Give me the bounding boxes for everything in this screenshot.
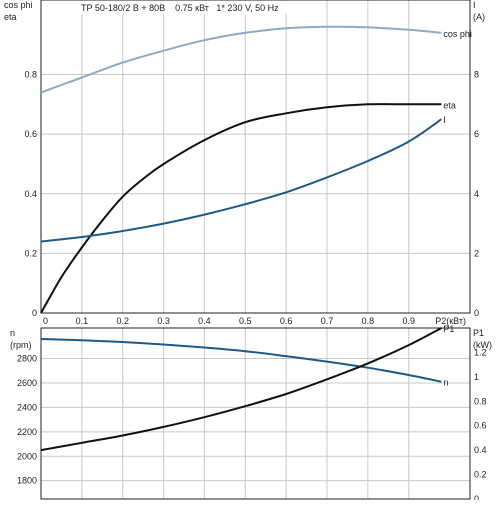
top-left-tick-label: 0.2 (24, 248, 37, 258)
top-right-tick-label: 0 (474, 308, 479, 318)
top-series-cos-phi-label: cos phi (443, 29, 472, 39)
bottom-left-tick-label: 2600 (17, 378, 37, 388)
top-left-tick-label: 0.4 (24, 189, 37, 199)
bottom-left-tick-label: 2400 (17, 402, 37, 412)
bottom-series-p1-line (40, 327, 442, 452)
top-right-tick-label: 4 (474, 189, 479, 199)
x-axis-title: P2(кВт) (435, 316, 466, 326)
bottom-series-n-label: n (443, 378, 448, 388)
bottom-left-tick-label: 2800 (17, 354, 37, 364)
top-series-i-line (40, 118, 442, 243)
top-left-tick-label: 0.8 (24, 70, 37, 80)
bottom-right-tick-label: 0.4 (474, 445, 487, 455)
bottom-frame (40, 327, 471, 500)
top-left-tick-label: 0.6 (24, 129, 37, 139)
bottom-right-tick-label: 0.2 (474, 470, 487, 480)
top-series-eta-line (40, 103, 442, 314)
chart-title: TP 50-180/2 B + 80B 0.75 кВт 1* 230 V, 5… (81, 3, 279, 13)
top-series-cos-phi-line (40, 25, 442, 94)
top-right-tick-label: 8 (474, 70, 479, 80)
x-tick-label: 0.6 (280, 316, 293, 326)
top-left-axis-title: eta (4, 12, 17, 22)
top-left-axis-title: cos phi (4, 0, 33, 10)
bottom-right-tick-label: 1.2 (474, 347, 487, 357)
top-series-eta-label: eta (443, 100, 456, 110)
bottom-right-axis-title: P1 (473, 328, 484, 338)
bottom-series-p1-label: P1 (443, 324, 454, 334)
bottom-right-tick-label: 0.8 (474, 396, 487, 406)
bottom-right-axis-title: (kW) (473, 340, 492, 350)
x-tick-label: 0.9 (402, 316, 415, 326)
lower-chart: 1800 2000 2200 2400 2600 2800 0 0.2 0.4 0.6 0.8 1 1.… (10, 324, 492, 504)
top-right-axis-title: I (473, 0, 476, 10)
bottom-right-tick-label: 0.6 (474, 421, 487, 431)
x-tick-label: 0.1 (76, 316, 89, 326)
x-tick-label: 0.4 (198, 316, 211, 326)
top-right-tick-label: 6 (474, 129, 479, 139)
x-tick-label: 0.7 (321, 316, 334, 326)
bottom-left-tick-label: 2000 (17, 451, 37, 461)
bottom-series-n-line (40, 338, 442, 383)
bottom-right-tick-label: 0 (474, 494, 479, 500)
bottom-left-axis-title: (rpm) (10, 340, 32, 350)
bottom-left-tick-label: 2200 (17, 427, 37, 437)
x-tick-label: 0.8 (362, 316, 375, 326)
bottom-grid (41, 328, 470, 499)
bottom-left-axis-title: n (10, 328, 15, 338)
x-tick-label: 0.3 (157, 316, 170, 326)
top-right-axis-title: (A) (473, 12, 485, 22)
top-series-i-label: I (443, 115, 446, 125)
top-grid (41, 0, 470, 313)
top-right-tick-label: 2 (474, 248, 479, 258)
x-tick-label: 0.2 (116, 316, 129, 326)
top-frame (40, 0, 471, 314)
bottom-right-tick-label: 1 (474, 372, 479, 382)
x-tick-label: 0.5 (239, 316, 252, 326)
bottom-left-tick-label: 1800 (17, 476, 37, 486)
top-left-tick-label: 0 (32, 308, 37, 318)
chart-title-box (42, 1, 292, 14)
x-tick-label: 0 (43, 316, 48, 326)
